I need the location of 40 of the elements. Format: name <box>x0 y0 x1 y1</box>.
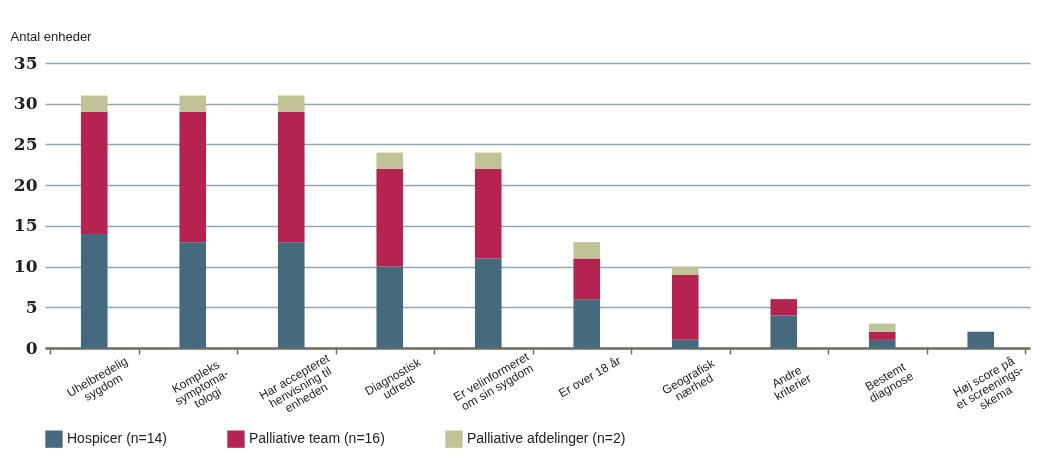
bar <box>80 234 108 348</box>
bar <box>277 111 305 243</box>
bar <box>474 152 502 169</box>
bar <box>573 258 601 300</box>
y-tick-label: 10 <box>13 256 38 277</box>
legend-label: Palliative afdelinger (n=2) <box>467 430 626 447</box>
bar <box>179 95 207 112</box>
y-tick-label: 35 <box>13 52 38 73</box>
x-tick-label: Er over 18 år <box>556 353 624 401</box>
bar <box>277 242 305 348</box>
bar <box>179 242 207 348</box>
bar <box>474 168 502 259</box>
bar <box>770 299 798 316</box>
y-tick-label: 5 <box>25 296 38 317</box>
bar <box>868 331 896 340</box>
bar <box>770 315 798 348</box>
y-tick-label: 25 <box>13 133 38 154</box>
bar <box>80 111 108 234</box>
bar <box>573 299 601 348</box>
bar <box>277 95 305 112</box>
bar <box>376 152 404 169</box>
bar <box>967 331 995 348</box>
y-axis-title: Antal enheder <box>10 28 93 44</box>
bar <box>179 111 207 243</box>
legend-label: Palliative team (n=16) <box>249 430 385 447</box>
bar <box>671 266 699 275</box>
y-tick-label: 15 <box>13 215 38 236</box>
y-tick-label: 20 <box>13 174 38 195</box>
bar <box>671 339 699 348</box>
bar <box>80 95 108 112</box>
legend-label: Hospicer (n=14) <box>67 430 167 447</box>
bar <box>573 242 601 259</box>
bar <box>474 258 502 348</box>
bar <box>376 266 404 348</box>
y-tick-label: 0 <box>25 337 38 358</box>
y-tick-label: 30 <box>13 93 38 114</box>
bar <box>671 274 699 340</box>
bar <box>868 339 896 348</box>
bar <box>868 323 896 332</box>
bar <box>376 168 404 267</box>
